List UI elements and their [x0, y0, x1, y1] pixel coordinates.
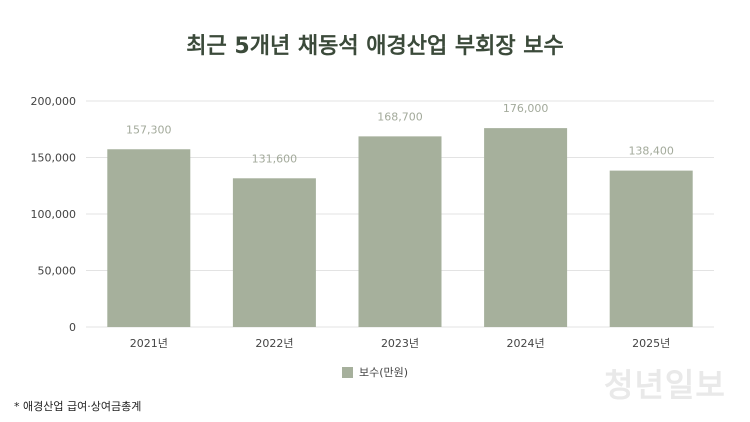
bars — [107, 128, 693, 327]
data-label: 168,700 — [377, 110, 423, 123]
x-axis-ticks: 2021년 2022년 2023년 2024년 2025년 — [130, 337, 671, 350]
x-tick-label: 2021년 — [130, 337, 168, 350]
x-tick-label: 2022년 — [255, 337, 293, 350]
data-label: 131,600 — [252, 152, 298, 165]
data-label: 138,400 — [628, 145, 674, 158]
y-tick-label: 0 — [69, 321, 76, 334]
x-tick-label: 2025년 — [632, 337, 670, 350]
legend-swatch — [341, 366, 353, 378]
footnote: * 애경산업 급여·상여금총계 — [14, 400, 142, 413]
bar — [358, 136, 442, 327]
bar — [609, 170, 693, 327]
publisher-logo: 청년일보 — [604, 366, 726, 404]
x-tick-label: 2024년 — [507, 337, 545, 350]
data-label: 176,000 — [503, 102, 549, 115]
legend-label: 보수(만원) — [358, 366, 409, 379]
data-labels: 157,300 131,600 168,700 176,000 138,400 — [126, 102, 674, 165]
x-tick-label: 2023년 — [381, 337, 419, 350]
chart-title: 최근 5개년 채동석 애경산업 부회장 보수 — [186, 34, 564, 59]
y-tick-label: 200,000 — [31, 95, 77, 108]
y-tick-label: 150,000 — [31, 152, 77, 165]
bar — [484, 128, 568, 327]
y-tick-label: 50,000 — [38, 265, 77, 278]
legend: 보수(만원) — [0, 364, 750, 380]
y-axis-ticks: 0 50,000 100,000 150,000 200,000 — [31, 95, 77, 334]
bar — [232, 178, 316, 327]
data-label: 157,300 — [126, 123, 172, 136]
y-tick-label: 100,000 — [31, 208, 77, 221]
bar — [107, 149, 191, 327]
